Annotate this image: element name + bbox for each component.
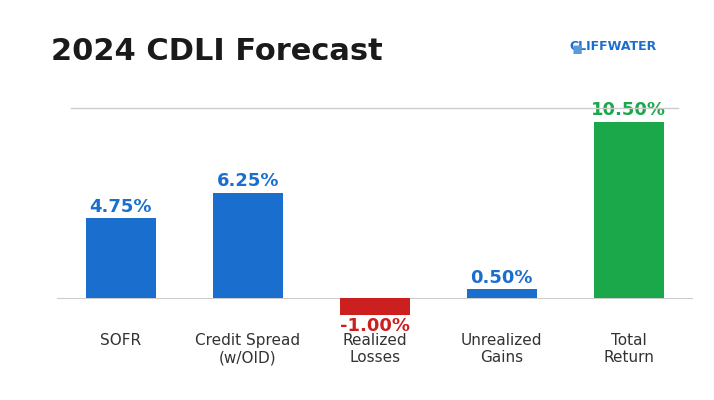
Text: ▪: ▪ [571, 40, 583, 58]
Bar [213, 193, 283, 298]
Text: 6.25%: 6.25% [216, 172, 279, 190]
Text: 10.50%: 10.50% [591, 101, 666, 119]
Bar [340, 298, 410, 314]
Bar [467, 289, 537, 298]
Text: 4.75%: 4.75% [90, 198, 152, 216]
Text: 0.50%: 0.50% [471, 269, 533, 287]
Bar [594, 122, 664, 298]
Bar [86, 218, 156, 298]
Text: 2024 CDLI Forecast: 2024 CDLI Forecast [51, 37, 383, 66]
Text: CLIFFWATER: CLIFFWATER [570, 40, 657, 53]
Text: -1.00%: -1.00% [340, 317, 410, 335]
